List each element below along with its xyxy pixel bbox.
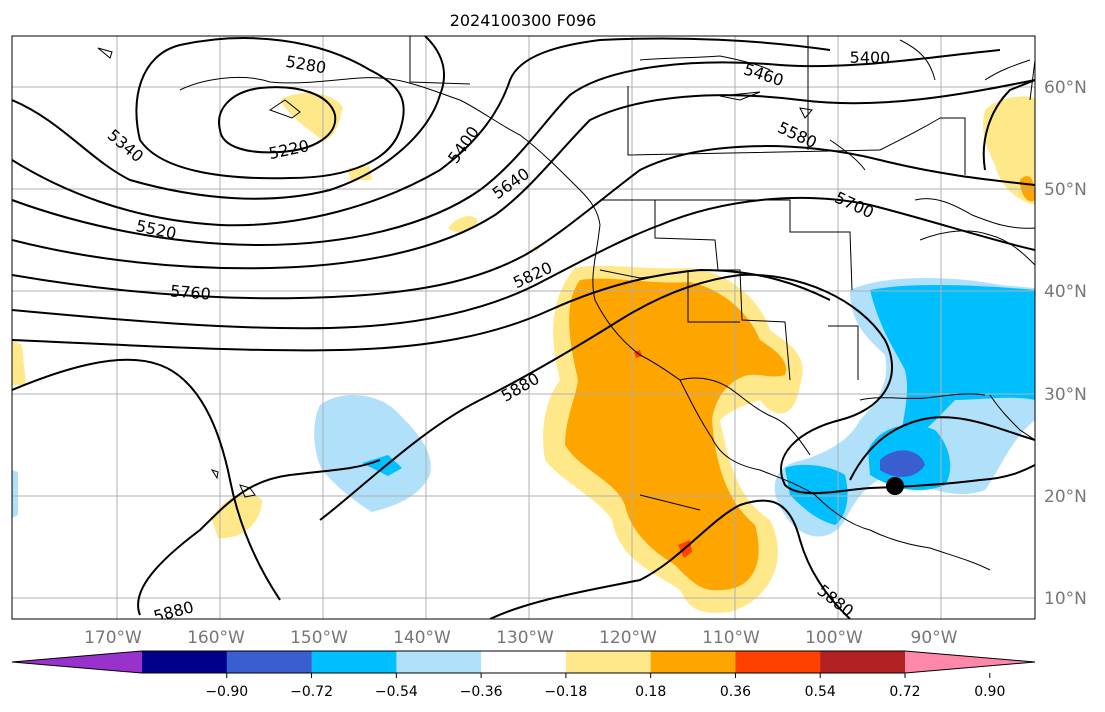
colorbar-segment [396, 651, 482, 673]
lat-label: 30°N [1044, 385, 1087, 405]
colorbar-tick-label: 0.54 [805, 684, 836, 700]
colorbar-tick-label: 0.72 [889, 684, 920, 700]
colorbar-segment [481, 651, 567, 673]
colorbar: −0.90 −0.72 −0.54 −0.36 −0.18 0.18 0.36 0.54 0.7… [11, 650, 1036, 700]
colorbar-tick-label: −0.90 [205, 684, 248, 700]
colorbar-segment [565, 651, 652, 673]
lon-label: 170°W [84, 628, 142, 648]
lat-label: 50°N [1044, 180, 1087, 200]
colorbar-tick-label: 0.18 [635, 684, 666, 700]
colorbar-tick-label: 0.90 [974, 684, 1005, 700]
colorbar-extend-max [905, 651, 1035, 673]
colorbar-tick-label: −0.72 [290, 684, 333, 700]
colorbar-tick-label: 0.36 [720, 684, 751, 700]
colorbar-tick-label: −0.18 [544, 684, 587, 700]
lat-label: 60°N [1044, 78, 1087, 98]
figure-title: 2024100300 F096 [450, 11, 597, 30]
colorbar-tick-label: −0.36 [460, 684, 503, 700]
location-marker [886, 477, 904, 495]
longitude-labels: 170°W 160°W 150°W 140°W 130°W 120°W 110°… [84, 628, 958, 648]
contour-label: 5760 [169, 281, 211, 303]
colorbar-segment [311, 651, 397, 673]
lon-label: 90°W [911, 628, 958, 648]
height-contours [12, 36, 1035, 619]
latitude-labels: 60°N 50°N 40°N 30°N 20°N 10°N [1044, 78, 1087, 609]
lon-label: 100°W [805, 628, 863, 648]
colorbar-segment [820, 651, 906, 673]
map-panel: 5280 5220 5340 5400 5460 5400 5580 5640 … [12, 36, 1035, 619]
lat-label: 20°N [1044, 487, 1087, 507]
coastlines [97, 36, 1035, 571]
lon-label: 130°W [496, 628, 554, 648]
lat-label: 10°N [1044, 589, 1087, 609]
lon-label: 150°W [290, 628, 348, 648]
colorbar-segment [142, 651, 228, 673]
colorbar-segment [735, 651, 821, 673]
lat-label: 40°N [1044, 282, 1087, 302]
colorbar-extend-min [12, 651, 142, 673]
map-border [11, 35, 1036, 620]
lon-label: 110°W [702, 628, 760, 648]
colorbar-segment [650, 651, 736, 673]
lon-label: 160°W [187, 628, 245, 648]
lon-label: 120°W [599, 628, 657, 648]
contour-label: 5400 [850, 48, 891, 67]
colorbar-tick-label: −0.54 [375, 684, 418, 700]
lon-label: 140°W [393, 628, 451, 648]
colorbar-segment [226, 651, 313, 673]
colorbar-outline [11, 650, 1036, 674]
